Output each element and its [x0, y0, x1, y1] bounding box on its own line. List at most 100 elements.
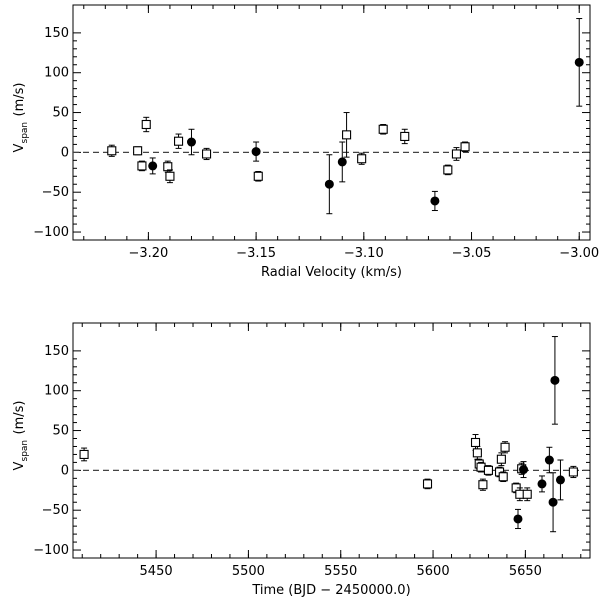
- bottom-open-square-point: [79, 447, 89, 462]
- bottom-y-tick-label: 50: [52, 424, 69, 439]
- filled-circle-marker: [548, 497, 558, 507]
- top-y-tick-label: 100: [44, 66, 69, 81]
- open-square-marker: [522, 489, 532, 499]
- top-open-square-point: [202, 147, 212, 161]
- top-y-tick-label: 50: [52, 106, 69, 121]
- open-square-marker: [378, 124, 388, 134]
- open-square-marker: [342, 130, 352, 140]
- bottom-open-square-point: [470, 434, 481, 451]
- filled-circle-marker: [555, 475, 565, 485]
- top-open-square-point: [357, 152, 367, 165]
- open-square-marker: [165, 171, 175, 181]
- open-square-marker: [107, 146, 117, 156]
- top-y-tick-label: 0: [61, 145, 69, 160]
- bottom-data-points: [79, 336, 578, 533]
- top-filled-circle-point: [324, 154, 334, 215]
- top-x-tick-label: −3.05: [452, 246, 492, 261]
- open-square-marker: [133, 146, 143, 156]
- filled-circle-marker: [186, 137, 196, 147]
- bottom-filled-circle-point: [519, 461, 529, 479]
- open-square-marker: [400, 131, 410, 141]
- open-square-marker: [568, 467, 578, 477]
- bottom-open-square-point: [478, 478, 488, 491]
- top-filled-circle-point: [148, 157, 158, 175]
- open-square-marker: [443, 165, 453, 175]
- bottom-y-label-unit: (m/s): [12, 401, 27, 435]
- top-filled-circle-point: [574, 18, 584, 107]
- bottom-filled-circle-point: [537, 475, 547, 493]
- top-x-ticks: −3.20 −3.15 −3.10 −3.05 −3.00: [83, 5, 599, 261]
- top-x-axis-title: Radial Velocity (km/s): [261, 265, 402, 280]
- top-open-square-point: [163, 160, 173, 173]
- open-square-marker: [451, 149, 461, 159]
- filled-circle-marker: [430, 196, 440, 206]
- bottom-open-square-point: [522, 487, 532, 502]
- filled-circle-marker: [337, 157, 347, 167]
- bottom-x-tick-label: 5500: [232, 564, 265, 579]
- open-square-marker: [470, 437, 481, 448]
- open-square-marker: [163, 162, 173, 172]
- bottom-x-axis-title: Time (BJD − 2450000.0): [251, 583, 410, 598]
- top-y-axis-title: V span (m/s): [12, 83, 30, 153]
- open-square-marker: [472, 448, 482, 458]
- top-plot-frame: [72, 4, 591, 241]
- top-y-tick-label: −100: [33, 225, 69, 240]
- top-open-square-point: [141, 116, 151, 133]
- bottom-y-tick-label: 0: [61, 463, 69, 478]
- top-x-tick-label: −3.15: [236, 246, 276, 261]
- top-x-tick-label: −3.00: [559, 246, 599, 261]
- open-square-marker: [141, 119, 151, 130]
- bottom-y-tick-label: −100: [33, 543, 69, 558]
- top-y-label-unit: (m/s): [12, 83, 27, 117]
- top-x-tick-label: −3.10: [344, 246, 384, 261]
- bottom-filled-circle-point: [544, 446, 554, 474]
- bottom-filled-circle-point: [548, 472, 558, 533]
- top-open-square-point: [400, 128, 410, 145]
- top-open-square-point: [165, 169, 175, 184]
- bottom-filled-circle-point: [513, 508, 523, 530]
- bottom-x-tick-label: 5550: [324, 564, 357, 579]
- bottom-y-label-sub: span: [20, 440, 30, 462]
- top-open-square-point: [342, 112, 352, 158]
- bottom-open-square-point: [568, 465, 578, 479]
- bottom-y-label-main: V: [12, 462, 27, 471]
- filled-circle-marker: [550, 375, 560, 385]
- bottom-open-square-point: [498, 471, 508, 483]
- open-square-marker: [483, 465, 493, 475]
- top-open-square-point: [443, 164, 453, 176]
- bottom-x-tick-label: 5600: [417, 564, 450, 579]
- top-open-square-point: [460, 141, 470, 153]
- bottom-y-ticks: −100 −50 0 50 100 150: [33, 344, 590, 558]
- filled-circle-marker: [519, 465, 529, 475]
- bottom-open-square-point: [472, 445, 482, 460]
- bottom-filled-circle-point: [555, 459, 565, 501]
- open-square-marker: [496, 454, 506, 464]
- top-y-tick-label: −50: [42, 185, 69, 200]
- bottom-open-square-point: [483, 465, 493, 476]
- open-square-marker: [500, 442, 510, 452]
- top-x-tick-label: −3.20: [128, 246, 168, 261]
- bottom-y-axis-title: V span (m/s): [12, 401, 30, 471]
- open-square-marker: [174, 136, 184, 146]
- top-y-label-main: V: [12, 144, 27, 153]
- open-square-marker: [422, 479, 433, 489]
- bottom-y-tick-label: 100: [44, 384, 69, 399]
- filled-circle-marker: [324, 179, 334, 189]
- bottom-open-square-point: [476, 461, 486, 473]
- open-square-marker: [476, 462, 486, 472]
- bottom-plot-frame: [72, 322, 591, 559]
- top-y-tick-label: 150: [44, 26, 69, 41]
- bottom-open-square-point: [496, 452, 506, 467]
- bottom-open-square-point: [422, 478, 433, 490]
- open-square-marker: [460, 142, 470, 152]
- top-open-square-point: [174, 133, 184, 149]
- bottom-x-ticks: 5450 5500 5550 5600 5650: [81, 323, 582, 579]
- filled-circle-marker: [251, 147, 261, 157]
- bottom-y-tick-label: −50: [42, 503, 69, 518]
- top-open-square-point: [451, 147, 461, 161]
- open-square-marker: [515, 489, 525, 499]
- top-data-points: [107, 18, 584, 215]
- bottom-y-tick-label: 150: [44, 344, 69, 359]
- filled-circle-marker: [544, 455, 554, 465]
